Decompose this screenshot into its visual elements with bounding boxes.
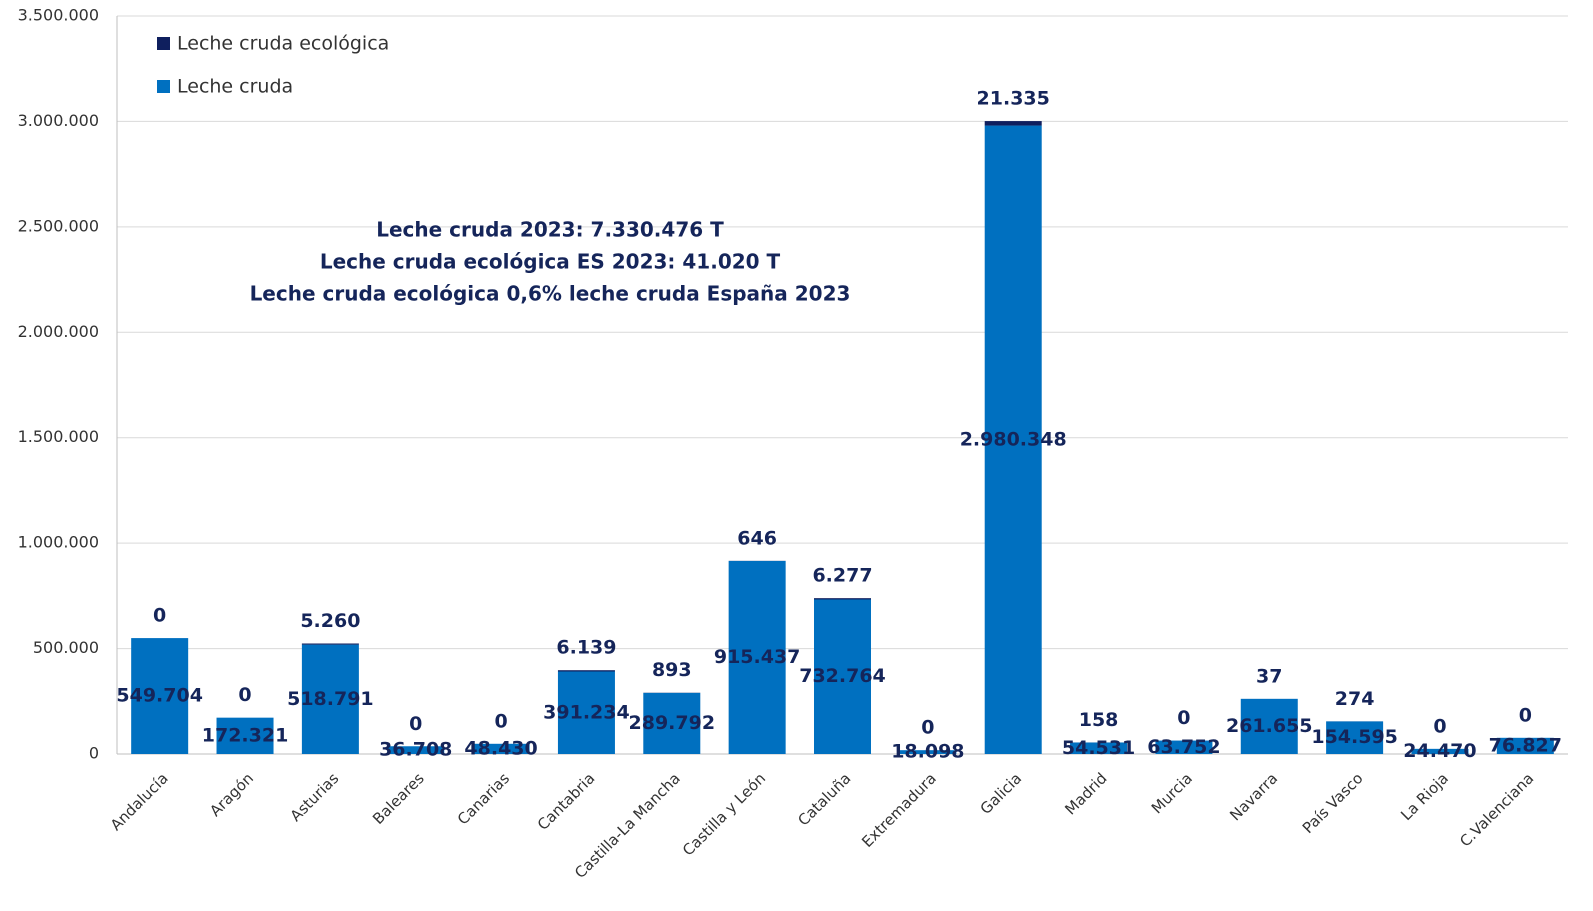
x-tick-label: La Rioja: [1397, 769, 1452, 824]
annotation: Leche cruda ecológica 0,6% leche cruda E…: [250, 282, 851, 306]
x-tick-label: Baleares: [369, 769, 428, 828]
y-tick-label: 3.000.000: [18, 111, 99, 130]
value-label: 391.234: [543, 701, 630, 723]
x-tick-label: Castilla y León: [679, 769, 769, 859]
x-tick-label: Cantabria: [534, 769, 599, 834]
value-label: 289.792: [629, 712, 716, 734]
x-tick-label: Madrid: [1061, 769, 1110, 818]
bar-segment: [984, 125, 1042, 755]
annotation: Leche cruda ecológica ES 2023: 41.020 T: [320, 250, 781, 274]
value-label: 0: [1519, 704, 1532, 726]
x-tick-label: País Vasco: [1299, 769, 1367, 837]
bar-segment: [216, 717, 274, 754]
value-label: 154.595: [1311, 726, 1398, 748]
bar-segment: [814, 599, 871, 754]
y-tick-label: 2.000.000: [18, 322, 99, 341]
bar-segment: [1496, 737, 1554, 754]
x-tick-label: Extremadura: [858, 769, 940, 851]
bar-segment: [728, 560, 786, 754]
value-label: 274: [1335, 688, 1375, 710]
bar-segment: [1070, 742, 1128, 754]
bar-segment: [984, 121, 1042, 126]
bar-segment: [814, 598, 871, 600]
value-label: 63.752: [1147, 736, 1220, 758]
value-label: 21.335: [977, 88, 1050, 110]
value-label: 0: [1433, 715, 1446, 737]
y-tick-label: 1.500.000: [18, 427, 99, 446]
legend-label: Leche cruda: [177, 76, 293, 98]
y-tick-label: 3.500.000: [18, 6, 99, 25]
bar-segment: [643, 692, 701, 754]
value-label: 18.098: [891, 741, 964, 763]
legend-swatch: [157, 80, 170, 93]
value-label: 2.980.348: [960, 428, 1067, 450]
value-label: 6.139: [556, 637, 616, 659]
bar-segment: [387, 746, 445, 754]
value-label: 0: [1177, 707, 1190, 729]
bar-segment: [557, 670, 615, 672]
value-label: 172.321: [202, 724, 289, 746]
value-label: 518.791: [287, 688, 374, 710]
x-tick-label: Galicia: [977, 769, 1026, 818]
x-tick-label: Cataluña: [794, 769, 854, 829]
x-tick-label: Asturias: [287, 769, 343, 825]
value-label: 549.704: [116, 685, 203, 707]
value-label: 37: [1256, 665, 1282, 687]
legend-label: Leche cruda ecológica: [177, 33, 389, 55]
value-label: 0: [494, 710, 507, 732]
bar-segment: [1326, 721, 1384, 754]
value-label: 732.764: [799, 665, 886, 687]
bar-segment: [301, 643, 359, 645]
y-tick-label: 500.000: [33, 638, 99, 657]
x-tick-label: Canarias: [454, 769, 513, 828]
value-label: 915.437: [714, 646, 801, 668]
bar-segment: [1240, 698, 1298, 754]
x-tick-label: Navarra: [1226, 769, 1281, 824]
annotation: Leche cruda 2023: 7.330.476 T: [376, 218, 724, 242]
bar-segment: [899, 750, 957, 754]
bar-segment: [301, 644, 359, 754]
y-tick-label: 1.000.000: [18, 533, 99, 552]
bar-segment: [1155, 740, 1213, 754]
value-label: 0: [409, 713, 422, 735]
value-label: 0: [921, 717, 934, 739]
value-label: 48.430: [464, 737, 537, 759]
x-tick-label: C.Valenciana: [1456, 769, 1537, 850]
y-tick-label: 0: [89, 744, 99, 763]
value-label: 646: [737, 527, 777, 549]
bar-segment: [1411, 748, 1469, 754]
legend-swatch: [157, 37, 170, 50]
y-tick-label: 2.500.000: [18, 216, 99, 235]
value-label: 261.655: [1226, 715, 1313, 737]
value-label: 36.708: [379, 739, 452, 761]
value-label: 54.531: [1062, 737, 1135, 759]
x-tick-label: Aragón: [206, 769, 257, 820]
value-label: 893: [652, 659, 692, 681]
value-label: 0: [238, 684, 251, 706]
bar-segment: [557, 671, 615, 754]
value-label: 24.470: [1403, 740, 1476, 762]
value-label: 76.827: [1489, 734, 1562, 756]
value-label: 6.277: [812, 565, 872, 587]
value-label: 0: [153, 605, 166, 627]
x-tick-label: Andalucía: [107, 769, 172, 834]
value-label: 158: [1079, 709, 1119, 731]
bar-segment: [472, 743, 530, 754]
bar-segment: [131, 638, 189, 754]
value-label: 5.260: [300, 610, 360, 632]
x-tick-label: Murcia: [1148, 769, 1196, 817]
